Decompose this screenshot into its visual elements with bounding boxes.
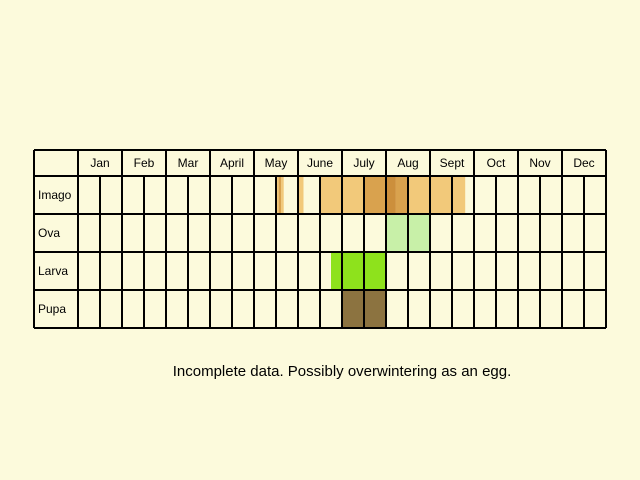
row-label-pupa: Pupa — [38, 302, 66, 316]
chart-labels: Jan Feb Mar April May June July Aug Sept Oct Nov De… — [38, 156, 595, 316]
month-label-july: July — [353, 156, 374, 170]
month-label-april: April — [220, 156, 244, 170]
month-label-nov: Nov — [529, 156, 550, 170]
span-imago-9 — [452, 176, 466, 214]
month-label-june: June — [307, 156, 333, 170]
month-label-sept: Sept — [440, 156, 465, 170]
row-label-ova: Ova — [38, 226, 60, 240]
caption-text: Incomplete data. Possibly overwintering … — [172, 363, 512, 380]
month-label-jan: Jan — [90, 156, 109, 170]
span-imago-5 — [364, 176, 386, 214]
month-label-dec: Dec — [573, 156, 594, 170]
month-label-feb: Feb — [134, 156, 155, 170]
span-imago-6 — [386, 176, 396, 214]
row-label-larva: Larva — [38, 264, 68, 278]
chart-grid — [33, 149, 607, 329]
span-imago-1 — [278, 176, 282, 214]
month-label-aug: Aug — [397, 156, 418, 170]
span-imago-7 — [395, 176, 408, 214]
month-label-mar: Mar — [178, 156, 199, 170]
span-imago-2 — [281, 176, 284, 214]
month-label-may: May — [265, 156, 288, 170]
month-label-oct: Oct — [487, 156, 506, 170]
row-label-imago: Imago — [38, 188, 72, 202]
span-imago-0 — [276, 176, 279, 214]
span-larva-0 — [331, 252, 386, 290]
span-imago-3 — [298, 176, 304, 214]
